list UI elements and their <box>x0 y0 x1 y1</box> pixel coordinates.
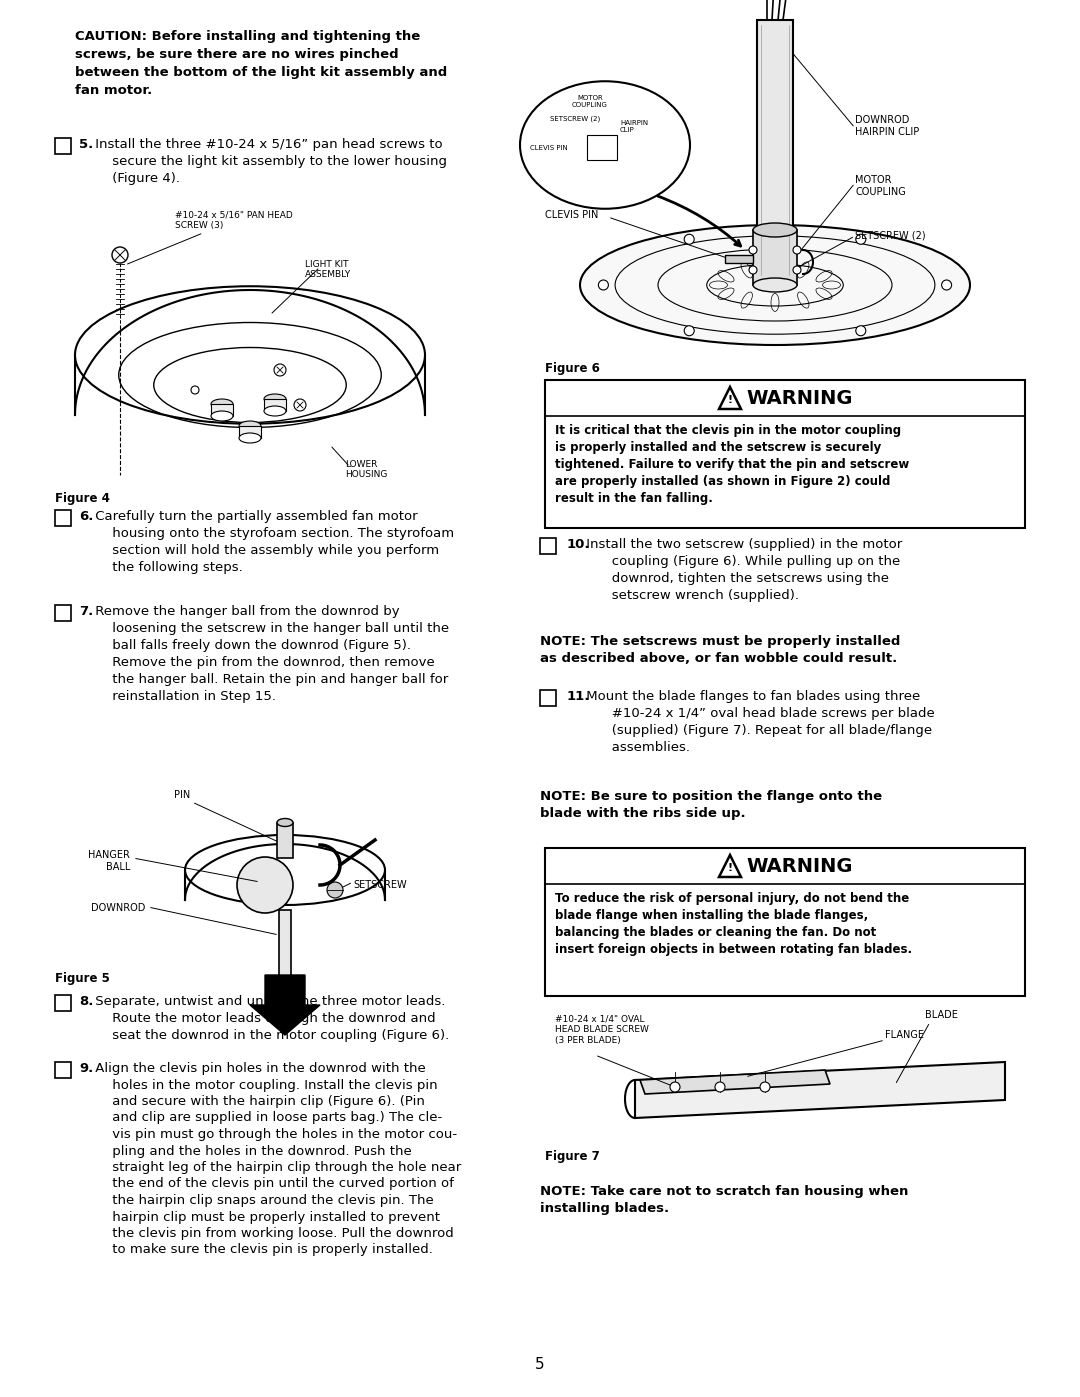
Text: Mount the blade flanges to fan blades using three
       #10-24 x 1/4” oval head: Mount the blade flanges to fan blades us… <box>582 690 935 754</box>
Text: MOTOR
COUPLING: MOTOR COUPLING <box>572 95 608 108</box>
Bar <box>279 909 291 990</box>
Text: LOWER
HOUSING: LOWER HOUSING <box>345 460 388 479</box>
Text: Remove the hanger ball from the downrod by
     loosening the setscrew in the ha: Remove the hanger ball from the downrod … <box>91 605 449 703</box>
Circle shape <box>715 1083 725 1092</box>
Text: Figure 4: Figure 4 <box>55 492 110 504</box>
Bar <box>55 605 71 622</box>
Circle shape <box>793 265 801 274</box>
Circle shape <box>327 882 343 898</box>
Text: Figure 7: Figure 7 <box>545 1150 599 1162</box>
Circle shape <box>855 235 866 244</box>
Text: Carefully turn the partially assembled fan motor
     housing onto the styrofoam: Carefully turn the partially assembled f… <box>91 510 454 574</box>
Text: PIN: PIN <box>174 789 190 800</box>
Bar <box>725 256 753 263</box>
Text: DOWNROD: DOWNROD <box>91 902 145 914</box>
Text: 7.: 7. <box>79 605 93 617</box>
Bar <box>588 136 617 161</box>
Text: Align the clevis pin holes in the downrod with the
     holes in the motor coupl: Align the clevis pin holes in the downro… <box>91 1062 461 1256</box>
Bar <box>55 1062 71 1078</box>
Polygon shape <box>635 1062 1005 1118</box>
Circle shape <box>598 279 608 291</box>
Text: 11.: 11. <box>567 690 591 703</box>
Bar <box>753 231 797 285</box>
Text: To reduce the risk of personal injury, do not bend the
blade flange when install: To reduce the risk of personal injury, d… <box>555 893 913 956</box>
Circle shape <box>942 279 951 291</box>
Circle shape <box>793 246 801 254</box>
Bar <box>540 690 556 705</box>
Text: WARNING: WARNING <box>746 388 853 408</box>
Text: !: ! <box>728 863 732 873</box>
Bar <box>545 848 1025 996</box>
Text: CAUTION: Before installing and tightening the
screws, be sure there are no wires: CAUTION: Before installing and tightenin… <box>75 29 447 96</box>
Circle shape <box>685 326 694 335</box>
Text: NOTE: Be sure to position the flange onto the
blade with the ribs side up.: NOTE: Be sure to position the flange ont… <box>540 789 882 820</box>
Text: CLEVIS PIN: CLEVIS PIN <box>545 210 598 219</box>
Circle shape <box>685 235 694 244</box>
Text: 9.: 9. <box>79 1062 93 1076</box>
Circle shape <box>855 326 866 335</box>
Bar <box>757 20 793 279</box>
Text: Install the two setscrew (supplied) in the motor
       coupling (Figure 6). Whi: Install the two setscrew (supplied) in t… <box>582 538 902 602</box>
Text: 5.: 5. <box>79 138 93 151</box>
Text: It is critical that the clevis pin in the motor coupling
is properly installed a: It is critical that the clevis pin in th… <box>555 425 909 504</box>
Polygon shape <box>249 975 320 1035</box>
Text: SETSCREW: SETSCREW <box>353 880 407 890</box>
Text: HAIRPIN
CLIP: HAIRPIN CLIP <box>620 120 648 133</box>
Circle shape <box>750 246 757 254</box>
Bar <box>211 404 233 416</box>
Text: Separate, untwist and unkink the three motor leads.
     Route the motor leads t: Separate, untwist and unkink the three m… <box>91 995 449 1042</box>
Ellipse shape <box>580 225 970 345</box>
Text: #10-24 x 1/4" OVAL
HEAD BLADE SCREW
(3 PER BLADE): #10-24 x 1/4" OVAL HEAD BLADE SCREW (3 P… <box>555 1016 649 1045</box>
Text: WARNING: WARNING <box>746 856 853 876</box>
Ellipse shape <box>264 407 286 416</box>
Text: SETSCREW (2): SETSCREW (2) <box>550 115 600 122</box>
Text: 10.: 10. <box>567 538 591 550</box>
Text: !: ! <box>728 395 732 405</box>
Bar <box>540 538 556 555</box>
Text: #10-24 x 5/16" PAN HEAD
SCREW (3): #10-24 x 5/16" PAN HEAD SCREW (3) <box>127 211 293 264</box>
Bar <box>264 400 286 411</box>
Text: 6.: 6. <box>79 510 93 522</box>
Bar <box>55 995 71 1011</box>
Ellipse shape <box>753 224 797 237</box>
Ellipse shape <box>239 420 261 432</box>
Bar <box>545 380 1025 528</box>
Circle shape <box>760 1083 770 1092</box>
Text: Install the three #10-24 x 5/16” pan head screws to
     secure the light kit as: Install the three #10-24 x 5/16” pan hea… <box>91 138 447 184</box>
Text: 8.: 8. <box>79 995 93 1009</box>
Bar <box>55 138 71 154</box>
Circle shape <box>670 1083 680 1092</box>
Ellipse shape <box>753 278 797 292</box>
Ellipse shape <box>211 411 233 420</box>
Text: CLEVIS PIN: CLEVIS PIN <box>530 145 568 151</box>
Text: BLADE: BLADE <box>924 1010 958 1020</box>
Ellipse shape <box>211 400 233 409</box>
Text: MOTOR
COUPLING: MOTOR COUPLING <box>855 175 906 197</box>
Bar <box>55 510 71 527</box>
Text: HANGER
BALL: HANGER BALL <box>89 849 130 872</box>
Circle shape <box>191 386 199 394</box>
Polygon shape <box>640 1070 831 1094</box>
Circle shape <box>237 856 293 914</box>
Text: DOWNROD
HAIRPIN CLIP: DOWNROD HAIRPIN CLIP <box>855 115 919 137</box>
Text: LIGHT KIT
ASSEMBLY: LIGHT KIT ASSEMBLY <box>305 260 351 279</box>
Ellipse shape <box>239 433 261 443</box>
Circle shape <box>750 265 757 274</box>
Text: Figure 5: Figure 5 <box>55 972 110 985</box>
Bar <box>276 823 293 858</box>
Ellipse shape <box>276 819 293 827</box>
Ellipse shape <box>264 394 286 404</box>
Text: Figure 6: Figure 6 <box>545 362 599 374</box>
Text: NOTE: Take care not to scratch fan housing when
installing blades.: NOTE: Take care not to scratch fan housi… <box>540 1185 908 1215</box>
Text: FLANGE: FLANGE <box>885 1030 924 1039</box>
Ellipse shape <box>519 81 690 208</box>
Text: 5: 5 <box>536 1356 544 1372</box>
Bar <box>239 426 261 439</box>
Text: SETSCREW (2): SETSCREW (2) <box>855 231 926 240</box>
Text: NOTE: The setscrews must be properly installed
as described above, or fan wobble: NOTE: The setscrews must be properly ins… <box>540 636 901 665</box>
